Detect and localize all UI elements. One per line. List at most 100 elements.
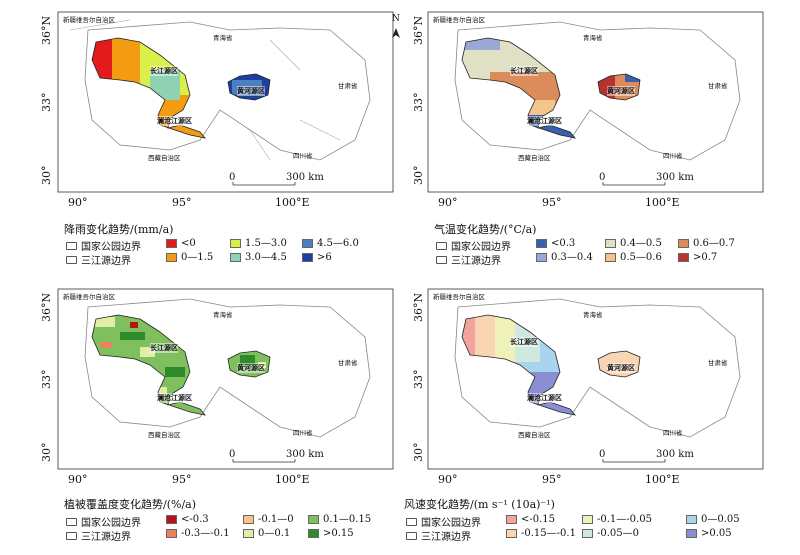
lon-label-100: 100°E bbox=[275, 473, 310, 486]
place-xinjiang: 新疆维吾尔自治区 bbox=[433, 293, 485, 301]
place-sichuan: 四川省 bbox=[663, 429, 683, 437]
place-sichuan: 四川省 bbox=[293, 152, 313, 160]
legend-item: <-0.3 bbox=[166, 514, 209, 525]
legend-title: 风速变化趋势/(m s⁻¹ (10a)⁻¹) bbox=[404, 498, 555, 511]
lon-label-95: 95° bbox=[542, 473, 562, 486]
lat-label-33: 33° bbox=[40, 369, 53, 390]
legend-border-park: 国家公园边界 bbox=[66, 514, 141, 529]
region-lancang: 澜沧江源区 bbox=[527, 116, 562, 126]
legend-swatch bbox=[243, 529, 254, 538]
scale-zero: 0 bbox=[229, 449, 236, 460]
scale-end: 300 km bbox=[656, 172, 694, 183]
region-changjiang: 长江源区 bbox=[150, 66, 178, 76]
lon-label-95: 95° bbox=[172, 473, 192, 486]
lon-label-100: 100°E bbox=[275, 196, 310, 209]
lat-label-30: 30° bbox=[412, 442, 425, 463]
legend-item: 0.3—0.4 bbox=[536, 252, 593, 263]
place-xizang: 西藏自治区 bbox=[518, 431, 551, 439]
border-park-icon bbox=[436, 241, 447, 250]
lat-label-36: 36°N bbox=[40, 15, 53, 45]
place-sichuan: 四川省 bbox=[663, 152, 683, 160]
legend-swatch bbox=[686, 529, 697, 538]
panel-precipitation: 36°N 33° 30° 90° 95° 100°E 新疆维吾尔自治区 青海省 … bbox=[0, 0, 400, 277]
legend-swatch bbox=[243, 515, 254, 524]
place-sichuan: 四川省 bbox=[293, 429, 313, 437]
legend-title: 植被覆盖度变化趋势/(%/a) bbox=[64, 498, 197, 511]
lat-label-36: 36°N bbox=[40, 292, 53, 322]
legend-item: <0.3 bbox=[536, 238, 575, 249]
legend-swatch bbox=[230, 253, 241, 262]
legend-swatch bbox=[166, 515, 177, 524]
legend-item: 0.5—0.6 bbox=[605, 252, 662, 263]
legend-swatch bbox=[230, 239, 241, 248]
lon-label-100: 100°E bbox=[645, 196, 680, 209]
lon-label-90: 90° bbox=[68, 196, 88, 209]
place-gansu: 甘肃省 bbox=[338, 359, 358, 367]
border-sanjiang-icon bbox=[436, 255, 447, 264]
scale-zero: 0 bbox=[599, 449, 606, 460]
border-park-icon bbox=[66, 517, 77, 526]
border-sanjiang-icon bbox=[406, 531, 417, 540]
lon-label-95: 95° bbox=[542, 196, 562, 209]
region-changjiang: 长江源区 bbox=[510, 337, 538, 347]
legend-swatch bbox=[506, 515, 517, 524]
legend-swatch bbox=[605, 253, 616, 262]
legend-border-park: 国家公园边界 bbox=[66, 238, 141, 253]
lat-label-36: 36°N bbox=[412, 15, 425, 45]
border-park-icon bbox=[406, 517, 417, 526]
place-xizang: 西藏自治区 bbox=[518, 154, 551, 162]
legend-item: -0.1—-0.05 bbox=[582, 514, 652, 525]
region-changjiang: 长江源区 bbox=[510, 66, 538, 76]
region-huanghe: 黄河源区 bbox=[237, 86, 265, 96]
legend-item: -0.05—0 bbox=[582, 528, 639, 539]
legend-swatch bbox=[302, 239, 313, 248]
legend-item: 0—0.05 bbox=[686, 514, 740, 525]
legend-item: 3.0—4.5 bbox=[230, 252, 287, 263]
legend-title: 气温变化趋势/(°C/a) bbox=[434, 223, 537, 236]
legend-swatch bbox=[678, 253, 689, 262]
place-qinghai: 青海省 bbox=[583, 311, 603, 319]
legend-swatch bbox=[166, 529, 177, 538]
border-park-icon bbox=[66, 241, 77, 250]
lat-label-30: 30° bbox=[412, 165, 425, 186]
region-lancang: 澜沧江源区 bbox=[157, 393, 192, 403]
lat-label-30: 30° bbox=[40, 442, 53, 463]
legend-swatch bbox=[678, 239, 689, 248]
panel-temperature: N 36°N 33° 30° 90° 95° 100°E 新疆维吾尔自治区 青海… bbox=[392, 0, 800, 277]
legend-swatch bbox=[166, 253, 177, 262]
lon-label-90: 90° bbox=[438, 473, 458, 486]
legend-item: 0.6—0.7 bbox=[678, 238, 735, 249]
veg-map bbox=[57, 288, 394, 470]
panel-vegetation: 36°N 33° 30° 90° 95° 100°E 新疆维吾尔自治区 青海省 … bbox=[0, 277, 400, 554]
legend-item: -0.3—-0.1 bbox=[166, 528, 230, 539]
place-xinjiang: 新疆维吾尔自治区 bbox=[63, 16, 115, 24]
place-gansu: 甘肃省 bbox=[338, 82, 358, 90]
lat-label-33: 33° bbox=[40, 92, 53, 113]
legend-swatch bbox=[302, 253, 313, 262]
region-lancang: 澜沧江源区 bbox=[157, 116, 192, 126]
legend-item: >0.05 bbox=[686, 528, 732, 539]
legend-swatch bbox=[605, 239, 616, 248]
region-changjiang: 长江源区 bbox=[150, 343, 178, 353]
legend-swatch bbox=[308, 515, 319, 524]
scale-zero: 0 bbox=[599, 172, 606, 183]
lat-label-33: 33° bbox=[412, 369, 425, 390]
legend-swatch bbox=[166, 239, 177, 248]
legend-border-park: 国家公园边界 bbox=[406, 514, 481, 529]
place-xizang: 西藏自治区 bbox=[148, 154, 181, 162]
legend-swatch bbox=[582, 529, 593, 538]
border-sanjiang-icon bbox=[66, 255, 77, 264]
lon-label-90: 90° bbox=[438, 196, 458, 209]
north-label: N bbox=[392, 14, 400, 24]
scale-end: 300 km bbox=[286, 449, 324, 460]
place-qinghai: 青海省 bbox=[213, 34, 233, 42]
legend-item: 0—1.5 bbox=[166, 252, 213, 263]
lat-label-33: 33° bbox=[412, 92, 425, 113]
legend-swatch bbox=[582, 515, 593, 524]
legend-swatch bbox=[536, 253, 547, 262]
legend-title: 降雨变化趋势/(mm/a) bbox=[64, 223, 174, 236]
place-qinghai: 青海省 bbox=[583, 34, 603, 42]
legend-border-sanjiang: 三江源边界 bbox=[406, 528, 471, 543]
region-huanghe: 黄河源区 bbox=[607, 86, 635, 96]
legend-swatch bbox=[686, 515, 697, 524]
